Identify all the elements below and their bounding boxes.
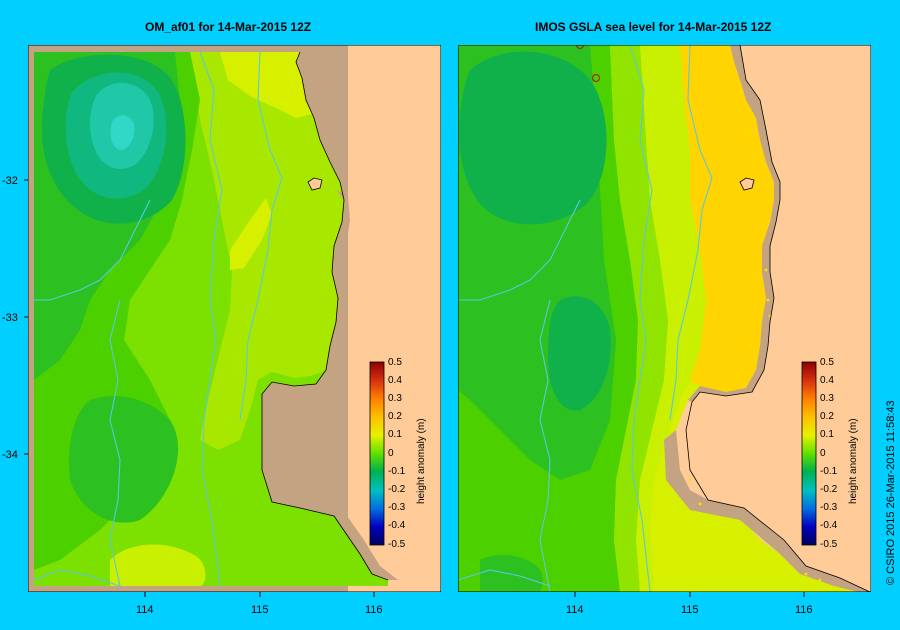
right-yellow-band (636, 45, 706, 592)
colorbar-tick: 0.5 (388, 357, 402, 368)
right-eddy-outer (459, 51, 607, 225)
y-tick-label: -33 (2, 312, 18, 324)
x-tick-label: 115 (251, 604, 269, 616)
colorbar-tick: -0.4 (820, 520, 838, 531)
right-panel-title: IMOS GSLA sea level for 14-Mar-2015 12Z (535, 20, 772, 34)
colorbar-tick: 0.2 (388, 411, 402, 422)
left-eddy-core (110, 115, 135, 150)
left-yellow-patch (220, 52, 312, 118)
right-bottom-dark (480, 555, 543, 592)
right-shelf-2 (664, 430, 870, 592)
colorbar-tick: 0.4 (820, 375, 834, 386)
colorbar-tick: -0.2 (388, 484, 406, 495)
colorbar-tick: -0.1 (388, 466, 406, 477)
coastal-dots (688, 128, 822, 582)
colorbar-tick: 0 (388, 448, 394, 459)
colorbar-tick: 0.3 (388, 393, 402, 404)
colorbar-tick: 0.4 (388, 375, 402, 386)
left-shelf (262, 370, 330, 400)
x-axis-left: 114 115 116 (136, 592, 383, 616)
colorbar-tick: -0.1 (820, 466, 838, 477)
left-colorbar: 0.5 0.4 0.3 0.2 0.1 0 -0.1 -0.2 -0.3 -0.… (369, 357, 427, 550)
right-island (739, 177, 755, 191)
right-isobaths (458, 45, 713, 592)
colorbar-tick: -0.4 (388, 520, 406, 531)
left-isobaths (33, 51, 283, 587)
left-lower-lobe (69, 396, 179, 523)
obs-marker (591, 73, 601, 83)
x-tick-label: 114 (566, 604, 584, 616)
colorbar-tick: -0.5 (388, 539, 406, 550)
left-yellow-patch-2 (230, 198, 272, 270)
left-panel-title: OM_af01 for 14-Mar-2015 12Z (145, 20, 312, 34)
left-bottom-yellow (110, 544, 206, 586)
y-tick-label: -32 (2, 175, 18, 187)
obs-marker (575, 45, 585, 50)
right-coastline-stroke (685, 45, 871, 592)
colorbar-tick: 0 (820, 448, 826, 459)
colorbar-tick: -0.5 (820, 539, 838, 550)
copyright-credit: © CSIRO 2015 26-Mar-2015 11:58:43 (885, 400, 897, 585)
left-map-panel (28, 45, 441, 592)
left-coastline-stroke (261, 51, 389, 581)
x-tick-label: 115 (681, 604, 699, 616)
right-light-green-band (610, 45, 668, 592)
x-axis-right: 114 115 116 (566, 592, 813, 616)
colorbar-tick: -0.3 (820, 502, 838, 513)
colorbar-tick: 0.2 (820, 411, 834, 422)
colorbar-tick: 0.1 (388, 429, 402, 440)
left-ocean-band (190, 52, 344, 450)
x-tick-label: 114 (136, 604, 154, 616)
x-tick-label: 116 (795, 604, 813, 616)
left-island (307, 177, 323, 191)
left-shelf-3 (334, 190, 350, 272)
x-tick-label: 116 (365, 604, 383, 616)
y-tick-label: -34 (2, 449, 18, 461)
colorbar-label: height anomaly (m) (848, 418, 859, 504)
colorbar-tick: -0.2 (820, 484, 838, 495)
y-axis-left: -32 -33 -34 (2, 175, 28, 461)
right-colorbar: 0.5 0.4 0.3 0.2 0.1 0 -0.1 -0.2 -0.3 -0.… (801, 357, 859, 550)
right-gold-band (680, 45, 774, 392)
colorbar-label: height anomaly (m) (416, 418, 427, 504)
colorbar-tick: 0.3 (820, 393, 834, 404)
colorbar-tick: 0.5 (820, 357, 834, 368)
colorbar-tick: -0.3 (388, 502, 406, 513)
colorbar-tick: 0.1 (820, 429, 834, 440)
right-eddy-south (548, 296, 611, 411)
left-shelf-2 (300, 500, 398, 580)
